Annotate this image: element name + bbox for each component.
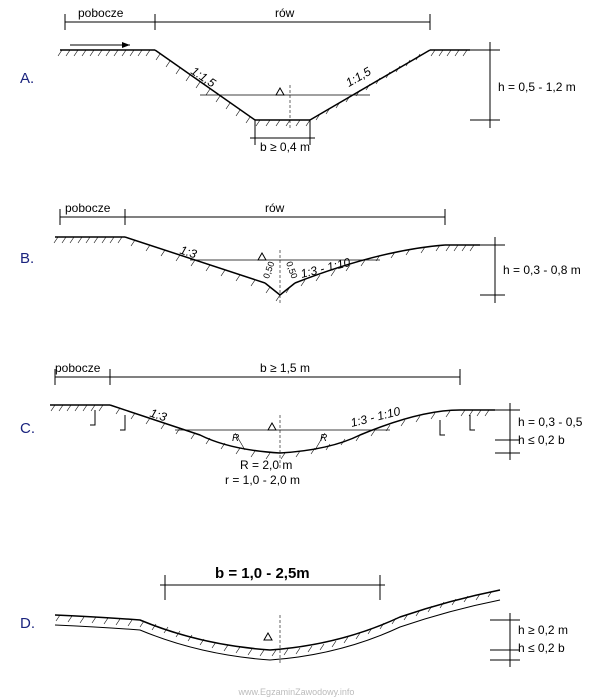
depth-a: h = 0,5 - 1,2 m (498, 80, 576, 94)
text-row-a: rów (275, 6, 294, 20)
panel-c: C. pob (0, 355, 593, 520)
depth-b: h = 0,3 - 0,8 m (503, 263, 581, 277)
text-width-d: b = 1,0 - 2,5m (215, 565, 310, 582)
text-pobocze-b: pobocze (65, 201, 110, 215)
depth-d2: h ≤ 0,2 b (518, 641, 565, 655)
r-mark-right: R (320, 433, 327, 444)
text-pobocze-a: pobocze (78, 6, 123, 20)
depth-c1: h = 0,3 - 0,5 (518, 415, 582, 429)
depth-d1: h ≥ 0,2 m (518, 623, 568, 637)
radius-r-small: r = 1,0 - 2,0 m (225, 473, 300, 487)
panel-d: D. b = 1,0 - 2,5m h ≥ 0,2 m h ≤ 0,2 b (0, 555, 593, 690)
panel-a: A. (0, 0, 593, 170)
text-width-c: b ≥ 1,5 m (260, 361, 310, 375)
text-row-b: rów (265, 201, 284, 215)
watermark: www.EgzaminZawodowy.info (239, 687, 355, 697)
radius-r-big: R = 2,0 m (240, 458, 292, 472)
r-mark-left: R (232, 433, 239, 444)
depth-c2: h ≤ 0,2 b (518, 433, 565, 447)
panel-b: B. pobocze rów 1:3 1:3 - 1 (0, 195, 593, 330)
bottom-a: b ≥ 0,4 m (260, 140, 310, 154)
diagram-c (0, 355, 593, 520)
text-pobocze-c: pobocze (55, 361, 100, 375)
